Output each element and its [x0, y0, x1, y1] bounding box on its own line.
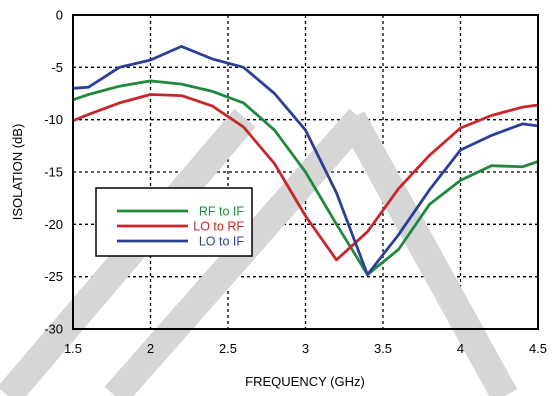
- series-lines: [73, 45, 538, 277]
- y-tick-labels: 0 -5 -10 -15 -20 -25 -30: [44, 8, 63, 337]
- y-tick-label: -25: [44, 269, 63, 284]
- x-tick-label: 1.5: [64, 341, 82, 356]
- watermark-bar: [0, 108, 256, 396]
- y-tick-label: -10: [44, 112, 63, 127]
- x-tick-label: 4: [457, 341, 464, 356]
- x-tick-label: 2: [147, 341, 154, 356]
- x-tick-label: 2.5: [219, 341, 237, 356]
- y-tick-label: -15: [44, 165, 63, 180]
- y-tick-label: 0: [56, 8, 63, 23]
- y-tick-label: -30: [44, 322, 63, 337]
- watermark: [0, 108, 518, 396]
- y-axis-label: ISOLATION (dB): [10, 124, 25, 221]
- legend-label: LO to IF: [199, 235, 245, 249]
- x-tick-label: 4.5: [529, 341, 547, 356]
- legend-label: RF to IF: [199, 205, 245, 219]
- legend-box: [95, 187, 253, 257]
- watermark-bar: [339, 111, 518, 396]
- y-tick-label: -20: [44, 217, 63, 232]
- series-line-rf-to-if: [73, 79, 538, 277]
- legend-label: LO to RF: [193, 220, 244, 234]
- watermark-bar: [104, 108, 371, 396]
- y-tick-label: -5: [51, 60, 63, 75]
- x-axis-label: FREQUENCY (GHz): [245, 374, 365, 389]
- series-line-lo-to-rf: [73, 93, 538, 262]
- plot-frame: [72, 14, 539, 330]
- x-tick-label: 3.5: [374, 341, 392, 356]
- series-line-lo-to-if: [73, 45, 538, 277]
- x-tick-labels: 1.5 2 2.5 3 3.5 4 4.5: [64, 341, 547, 356]
- x-tick-label: 3: [302, 341, 309, 356]
